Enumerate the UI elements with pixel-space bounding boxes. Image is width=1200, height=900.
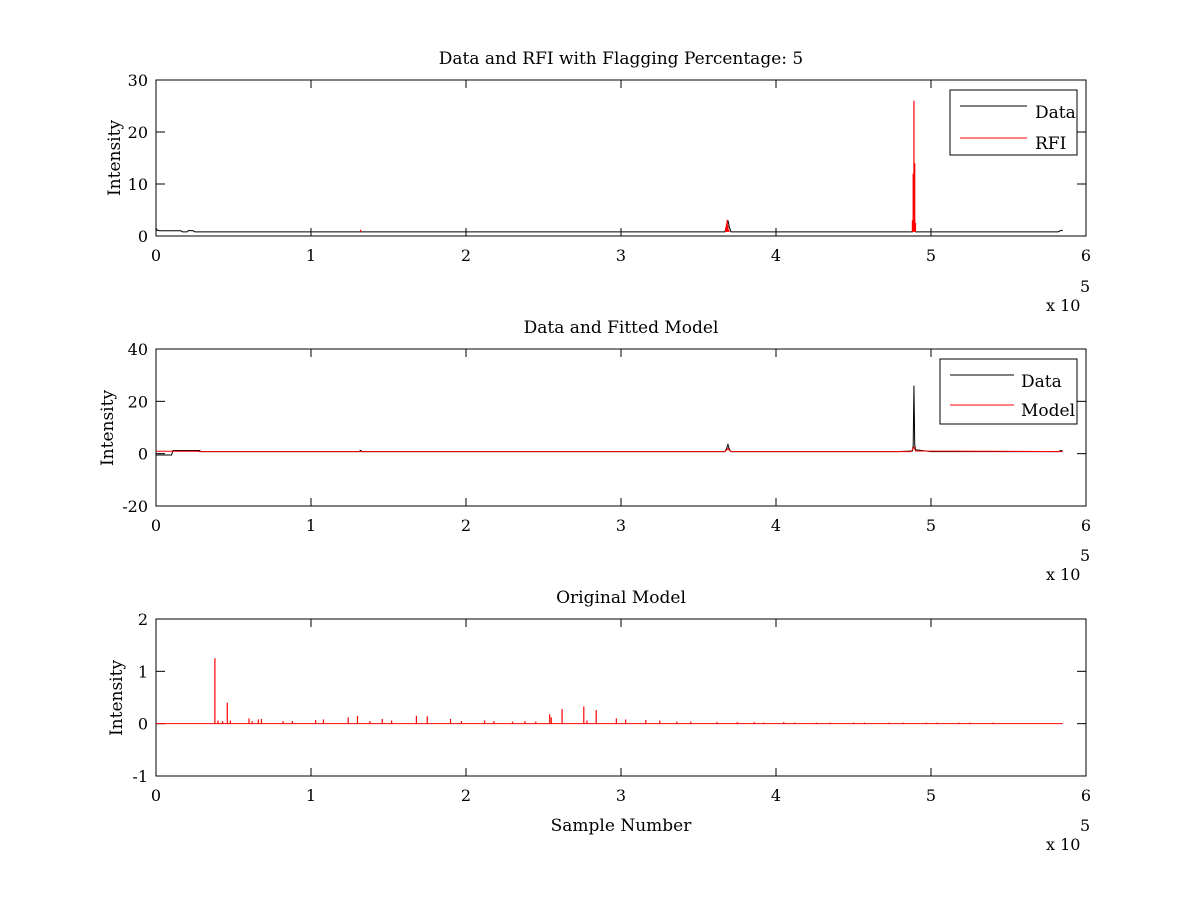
orig-ytick-label: 1 [138,662,148,681]
subplot-orig-multiplier: x 10 5 [1046,816,1090,854]
subplot-orig-xlabel: Sample Number [551,816,693,836]
rfi-xtick-label: 4 [771,246,781,265]
subplot-fit-legend: Data Model [939,358,1078,425]
subplot-fit-legend-data: Data [1021,372,1062,392]
orig-ytick-label: 2 [138,610,148,629]
subplot-rfi-multiplier-exp: 5 [1080,277,1090,296]
rfi-ytick-label: 30 [128,71,148,90]
orig-xtick-label: 2 [461,786,471,805]
subplot-rfi-legend-box [949,89,1078,156]
rfi-ytick-label: 20 [128,123,148,142]
subplot-fit-multiplier: x 10 5 [1046,546,1090,584]
fit-ytick-label: 40 [128,340,148,359]
subplot-orig-title: Original Model [556,588,686,608]
fit-ytick-label: -20 [122,497,148,516]
subplot-fit-multiplier-base: x 10 [1046,565,1080,584]
rfi-xtick-label: 6 [1081,246,1091,265]
fit-xtick-label: 4 [771,516,781,535]
subplot-fit-multiplier-exp: 5 [1080,546,1090,565]
orig-ytick-label: 0 [138,715,148,734]
fit-ytick-label: 0 [138,445,148,464]
orig-xtick-label: 3 [616,786,626,805]
subplot-fit: Data and Fitted Model Intensity x 10 5 0… [98,318,1091,584]
subplot-rfi-plot: 0 1 2 3 4 5 6 0 10 20 30 [128,71,1091,265]
fit-ytick-label: 20 [128,392,148,411]
rfi-ytick-label: 0 [138,227,148,246]
orig-xtick-label: 6 [1081,786,1091,805]
fit-xtick-label: 1 [306,516,316,535]
subplot-orig-multiplier-base: x 10 [1046,835,1080,854]
rfi-xtick-label: 5 [926,246,936,265]
subplot-orig-multiplier-exp: 5 [1080,816,1090,835]
subplot-rfi-multiplier-base: x 10 [1046,296,1080,315]
subplot-rfi-legend-data: Data [1035,103,1076,123]
orig-xtick-label: 1 [306,786,316,805]
subplot-orig-ylabel: Intensity [107,660,127,736]
subplot-rfi-legend-rfi: RFI [1035,134,1066,154]
rfi-xtick-label: 0 [151,246,161,265]
fit-xtick-label: 3 [616,516,626,535]
rfi-xtick-label: 1 [306,246,316,265]
subplot-rfi: Data and RFI with Flagging Percentage: 5… [105,49,1091,315]
rfi-xtick-label: 2 [461,246,471,265]
fit-xtick-label: 6 [1081,516,1091,535]
fit-xtick-label: 2 [461,516,471,535]
subplot-rfi-legend: Data RFI [949,89,1078,156]
orig-xtick-label: 4 [771,786,781,805]
orig-ytick-label: -1 [132,767,148,786]
subplot-rfi-title: Data and RFI with Flagging Percentage: 5 [439,49,803,69]
rfi-ytick-label: 10 [128,175,148,194]
fit-xtick-label: 0 [151,516,161,535]
orig-xtick-label: 0 [151,786,161,805]
fit-xtick-label: 5 [926,516,936,535]
subplot-fit-legend-box [939,358,1078,425]
subplot-rfi-multiplier: x 10 5 [1046,277,1090,315]
subplot-fit-ylabel: Intensity [98,390,118,466]
subplot-fit-legend-model: Model [1021,401,1075,421]
subplot-orig: Original Model Intensity Sample Number x… [107,588,1091,854]
subplot-fit-title: Data and Fitted Model [524,318,719,338]
orig-xtick-label: 5 [926,786,936,805]
subplot-rfi-ylabel: Intensity [105,120,125,196]
rfi-xtick-label: 3 [616,246,626,265]
fit-series-model-line [156,445,1063,453]
